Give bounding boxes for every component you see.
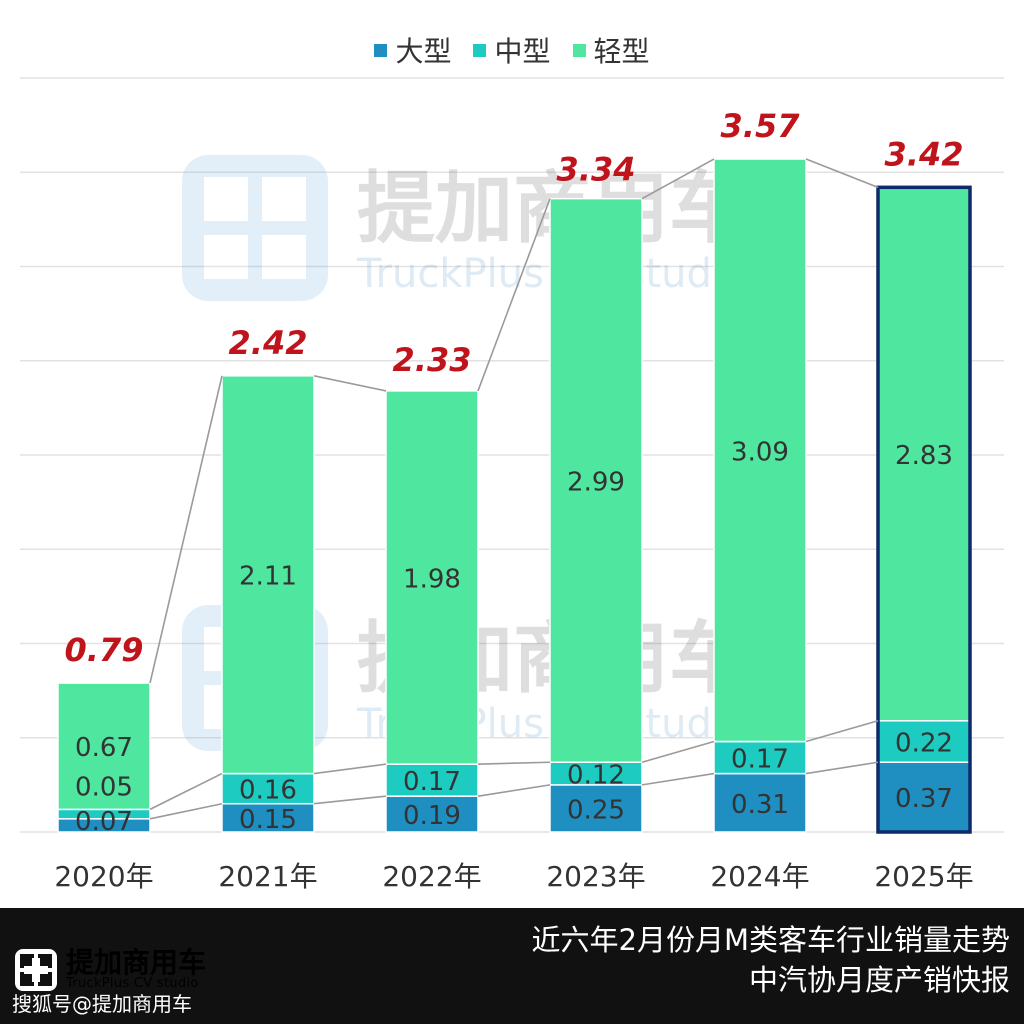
logo-mark-icon xyxy=(15,949,57,991)
bar-1-series-1 xyxy=(221,772,315,805)
category-label-1: 2021年 xyxy=(218,860,317,893)
value-label-5-0: 0.37 xyxy=(895,784,953,814)
legend-item-large[interactable]: 大型 xyxy=(374,30,451,70)
bar-4-series-0 xyxy=(713,772,807,833)
value-label-1-1: 0.16 xyxy=(239,776,297,806)
connector-series-1-0 xyxy=(149,772,223,811)
bar-5-series-1 xyxy=(877,720,971,764)
category-label-4: 2024年 xyxy=(710,860,809,893)
legend: 大型 中型 轻型 xyxy=(0,30,1024,70)
bar-3-series-2 xyxy=(549,197,643,764)
footer-title: 近六年2月份月M类客车行业销量走势 中汽协月度产销快报 xyxy=(532,920,1010,1000)
footer-title-line2: 中汽协月度产销快报 xyxy=(748,963,1010,997)
legend-swatch-medium xyxy=(473,43,487,57)
value-label-4-2: 3.09 xyxy=(731,437,789,467)
connector-series-1-1 xyxy=(313,763,387,775)
bar-2-series-2 xyxy=(385,390,479,765)
value-label-2-1: 0.17 xyxy=(403,767,461,797)
bar-1-series-0 xyxy=(221,802,315,833)
connector-series-1-2 xyxy=(477,761,551,765)
connector-series-2-2 xyxy=(477,198,551,392)
connector-series-0-2 xyxy=(477,784,551,797)
bar-1-series-2 xyxy=(221,375,315,775)
bar-5-series-2 xyxy=(877,186,971,722)
value-label-0-0: 0.07 xyxy=(75,807,133,837)
value-label-3-2: 2.99 xyxy=(567,467,625,497)
category-label-5: 2025年 xyxy=(874,860,973,893)
value-label-0-2: 0.67 xyxy=(75,733,133,763)
total-label-2: 2.33 xyxy=(393,341,472,379)
value-label-4-0: 0.31 xyxy=(731,790,789,820)
connector-series-0-1 xyxy=(313,795,387,805)
connector-series-1-3 xyxy=(641,740,715,764)
legend-swatch-large xyxy=(374,43,388,57)
total-label-3: 3.34 xyxy=(557,150,636,188)
footer-title-line1: 近六年2月份月M类客车行业销量走势 xyxy=(531,923,1010,957)
total-label-1: 2.42 xyxy=(229,324,308,362)
footer xyxy=(0,908,1024,1024)
category-label-3: 2023年 xyxy=(546,860,645,893)
value-label-1-0: 0.15 xyxy=(239,805,297,835)
connector-series-2-4 xyxy=(805,158,879,189)
value-label-2-2: 1.98 xyxy=(403,565,461,595)
bar-0-series-2 xyxy=(57,682,151,811)
footer-logo-cn: 提加商用车 xyxy=(66,946,207,979)
connector-series-2-0 xyxy=(149,375,223,684)
category-label-0: 2020年 xyxy=(54,860,153,893)
connector-series-0-3 xyxy=(641,772,715,786)
value-label-3-1: 0.12 xyxy=(567,761,625,791)
value-label-5-2: 2.83 xyxy=(895,441,953,471)
legend-label-light: 轻型 xyxy=(593,35,650,68)
highlight-border xyxy=(876,185,972,834)
footer-logo-en: TruckPlus CV studio xyxy=(66,976,199,991)
footer-source[interactable]: 搜狐号@提加商用车 xyxy=(12,992,192,1016)
value-label-3-0: 0.25 xyxy=(567,795,625,825)
total-label-4: 3.57 xyxy=(721,107,801,145)
total-label-0: 0.79 xyxy=(65,631,144,669)
connector-series-0-4 xyxy=(805,761,879,775)
connector-series-0-0 xyxy=(149,802,223,820)
footer-logo: 提加商用车 TruckPlus CV studio xyxy=(14,948,206,992)
category-label-2: 2022年 xyxy=(382,860,481,893)
bar-3-series-0 xyxy=(549,784,643,833)
value-label-5-1: 0.22 xyxy=(895,729,953,759)
legend-item-light[interactable]: 轻型 xyxy=(572,30,650,70)
value-label-1-2: 2.11 xyxy=(239,562,297,592)
bar-2-series-0 xyxy=(385,795,479,833)
connector-series-2-3 xyxy=(641,158,715,200)
value-label-4-1: 0.17 xyxy=(731,745,789,775)
total-label-5: 3.42 xyxy=(885,135,964,173)
legend-label-medium: 中型 xyxy=(494,35,551,68)
value-label-0-1: 0.05 xyxy=(75,772,133,802)
bar-4-series-2 xyxy=(713,158,807,743)
legend-swatch-light xyxy=(572,43,586,57)
legend-label-large: 大型 xyxy=(395,35,452,68)
bar-4-series-1 xyxy=(713,740,807,775)
value-label-2-0: 0.19 xyxy=(403,801,461,831)
connector-series-1-4 xyxy=(805,720,879,743)
connector-series-2-1 xyxy=(313,375,387,392)
legend-item-medium[interactable]: 中型 xyxy=(473,30,551,70)
